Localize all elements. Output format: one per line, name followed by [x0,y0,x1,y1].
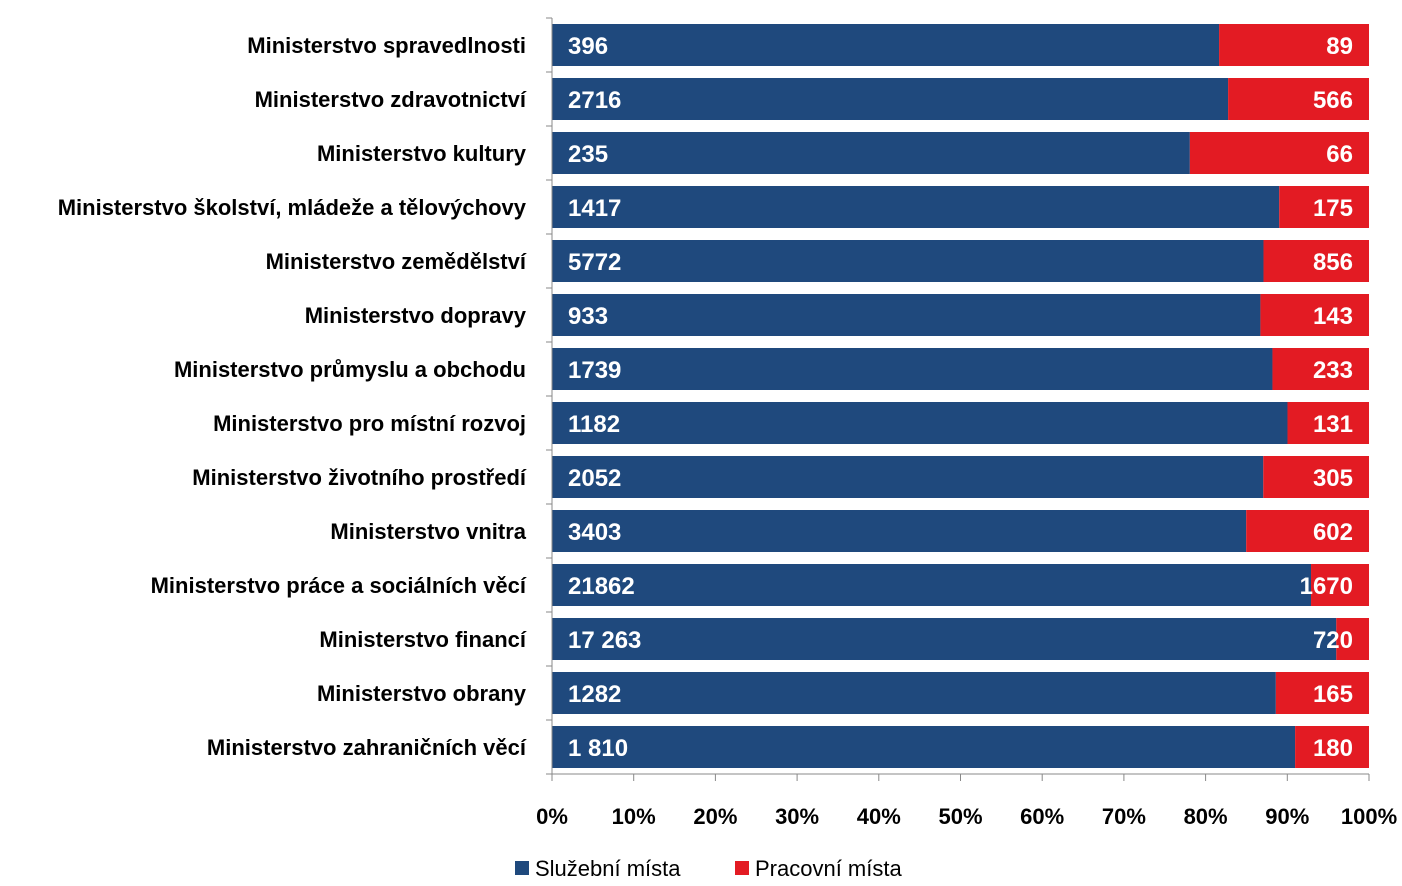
category-label: Ministerstvo životního prostředí [192,465,527,490]
x-tick-label: 10% [612,804,656,829]
category-label: Ministerstvo zemědělství [266,249,527,274]
value-label-sluzebni-mista: 1739 [568,357,621,384]
category-label: Ministerstvo pro místní rozvoj [213,411,526,436]
value-label-pracovni-mista: 233 [1313,357,1353,384]
bars-layer [552,24,1369,768]
value-label-sluzebni-mista: 5772 [568,249,621,276]
bar-sluzebni-mista [552,24,1220,66]
value-label-sluzebni-mista: 3403 [568,519,621,546]
bar-sluzebni-mista [552,294,1261,336]
x-tick-label: 60% [1020,804,1064,829]
category-label: Ministerstvo financí [319,627,526,652]
category-label: Ministerstvo průmyslu a obchodu [174,357,526,382]
value-labels-layer: 396 89 2716 566 235 66 1417 175 5772 856 933 143 173… [568,33,1353,762]
value-label-pracovni-mista: 175 [1313,195,1353,222]
bar-sluzebni-mista [552,240,1264,282]
bar-sluzebni-mista [552,186,1280,228]
value-label-pracovni-mista: 856 [1313,249,1353,276]
bar-sluzebni-mista [552,726,1296,768]
category-label: Ministerstvo školství, mládeže a tělovýc… [58,195,527,220]
value-label-sluzebni-mista: 17 263 [568,627,641,654]
value-label-sluzebni-mista: 1182 [568,411,620,438]
value-label-sluzebni-mista: 1 810 [568,735,628,762]
bar-pracovni-mista [1295,726,1369,768]
legend-label-pracovni-mista: Pracovní místa [755,856,902,881]
legend-swatch-sluzebni-mista [515,861,529,875]
value-label-pracovni-mista: 165 [1313,681,1353,708]
bar-pracovni-mista [1336,618,1369,660]
bar-sluzebni-mista [552,672,1276,714]
x-tick-label: 0% [536,804,568,829]
value-label-pracovni-mista: 566 [1313,87,1353,114]
value-label-pracovni-mista: 305 [1313,465,1353,492]
category-label: Ministerstvo obrany [317,681,527,706]
bar-pracovni-mista [1189,132,1369,174]
bar-sluzebni-mista [552,564,1312,606]
bar-sluzebni-mista [552,510,1247,552]
legend-label-sluzebni-mista: Služební místa [535,856,681,881]
bar-pracovni-mista [1246,510,1369,552]
value-label-sluzebni-mista: 2052 [568,465,621,492]
bar-sluzebni-mista [552,132,1190,174]
x-tick-label: 20% [693,804,737,829]
category-labels-layer: Ministerstvo spravedlnosti Ministerstvo z… [58,33,527,760]
value-label-sluzebni-mista: 235 [568,141,608,168]
value-label-sluzebni-mista: 933 [568,303,608,330]
value-label-pracovni-mista: 1670 [1300,573,1353,600]
bar-pracovni-mista [1287,402,1369,444]
bar-sluzebni-mista [552,402,1288,444]
x-tick-label: 90% [1265,804,1309,829]
value-label-pracovni-mista: 89 [1326,33,1353,60]
value-label-pracovni-mista: 720 [1313,627,1353,654]
bar-pracovni-mista [1219,24,1369,66]
value-label-sluzebni-mista: 21862 [568,573,635,600]
bar-sluzebni-mista [552,78,1229,120]
bar-pracovni-mista [1275,672,1369,714]
value-label-sluzebni-mista: 1417 [568,195,621,222]
category-label: Ministerstvo spravedlnosti [247,33,526,58]
bar-sluzebni-mista [552,348,1273,390]
category-label: Ministerstvo práce a sociálních věcí [151,573,527,598]
bar-pracovni-mista [1279,186,1369,228]
value-label-pracovni-mista: 143 [1313,303,1353,330]
value-label-pracovni-mista: 131 [1313,411,1353,438]
bar-sluzebni-mista [552,456,1264,498]
x-tick-label: 40% [857,804,901,829]
value-label-pracovni-mista: 180 [1313,735,1353,762]
legend-swatch-pracovni-mista [735,861,749,875]
value-label-pracovni-mista: 66 [1326,141,1353,168]
category-label: Ministerstvo zdravotnictví [255,87,527,112]
x-tick-label: 80% [1184,804,1228,829]
bar-pracovni-mista [1228,78,1369,120]
category-label: Ministerstvo vnitra [330,519,526,544]
bar-pracovni-mista [1260,294,1369,336]
x-tick-labels-layer: 0% 10% 20% 30% 40% 50% 60% 70% 80% 90% 100% [536,804,1397,829]
value-label-sluzebni-mista: 2716 [568,87,621,114]
axes-layer [546,17,1370,781]
category-label: Ministerstvo kultury [317,141,527,166]
category-label: Ministerstvo zahraničních věcí [207,735,527,760]
value-label-sluzebni-mista: 1282 [568,681,621,708]
x-tick-label: 30% [775,804,819,829]
legend: Služební místa Pracovní místa [515,856,902,881]
bar-pracovni-mista [1311,564,1369,606]
bar-pracovni-mista [1272,348,1369,390]
bar-pracovni-mista [1263,240,1369,282]
x-tick-label: 100% [1341,804,1397,829]
x-tick-label: 70% [1102,804,1146,829]
category-label: Ministerstvo dopravy [305,303,527,328]
value-label-pracovni-mista: 602 [1313,519,1353,546]
bar-pracovni-mista [1263,456,1369,498]
value-label-sluzebni-mista: 396 [568,33,608,60]
x-tick-label: 50% [938,804,982,829]
bar-sluzebni-mista [552,618,1337,660]
